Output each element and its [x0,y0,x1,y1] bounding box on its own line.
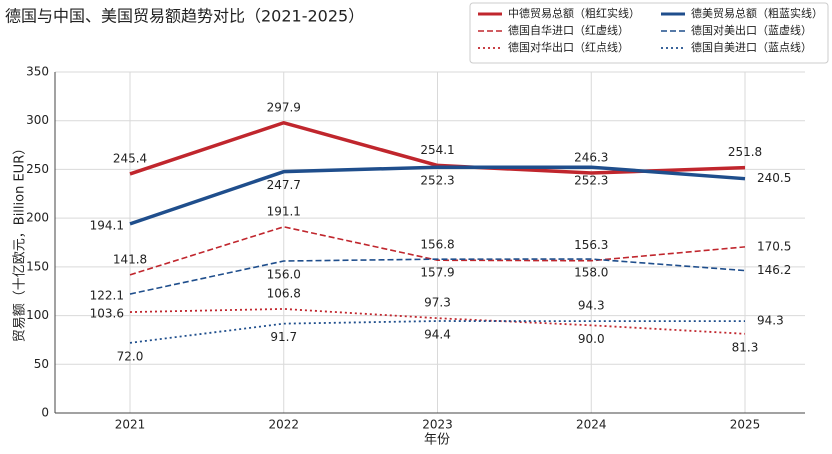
data-label: 252.3 [420,174,454,188]
x-tick-label: 2025 [730,418,761,432]
y-tick-label: 0 [41,406,49,420]
data-label: 146.2 [757,263,791,277]
legend-box [469,2,829,64]
x-tick-label: 2021 [115,418,146,432]
data-label: 156.3 [574,238,608,252]
series-line [129,226,746,276]
data-label: 94.3 [757,314,784,328]
data-label: 90.0 [578,332,605,346]
data-label: 251.8 [728,145,762,159]
data-label: 246.3 [574,151,608,165]
legend-label: 德国对华出口（红点线） [508,40,629,54]
data-label: 156.8 [420,238,454,252]
data-label: 97.3 [424,296,451,310]
data-label: 254.1 [420,143,454,157]
legend-label: 中德贸易总额（粗红实线） [508,6,640,20]
data-label: 247.7 [267,178,301,192]
y-tick-label: 150 [26,259,49,273]
legend-label: 德国自华进口（红虚线） [508,23,629,37]
data-label: 81.3 [732,340,759,354]
y-tick-label: 50 [34,357,49,371]
x-tick-label: 2023 [422,418,453,432]
data-label: 94.3 [578,299,605,313]
data-label: 252.3 [574,174,608,188]
data-label: 156.0 [267,268,301,282]
data-label: 191.1 [267,204,301,218]
y-tick-label: 300 [26,113,49,127]
data-label: 170.5 [757,239,791,253]
legend-label: 德国自美进口（蓝点线） [691,40,812,54]
data-label: 106.8 [267,286,301,300]
chart-title: 德国与中国、美国贸易额趋势对比（2021-2025） [5,7,364,26]
y-axis-label: 贸易额（十亿欧元，Billion EUR） [13,142,28,342]
data-label: 158.0 [574,266,608,280]
data-label: 72.0 [117,349,144,363]
data-label: 297.9 [267,100,301,114]
data-label: 103.6 [90,307,124,321]
legend-label: 德国对美出口（蓝虚线） [691,23,812,37]
data-label: 245.4 [113,151,147,165]
x-axis-label: 年份 [424,433,450,448]
series-line [129,258,746,295]
x-tick-label: 2024 [576,418,607,432]
data-label: 91.7 [270,330,297,344]
legend-label: 德美贸易总额（粗蓝实线） [691,6,823,20]
data-label: 141.8 [113,252,147,266]
y-tick-label: 350 [26,65,49,79]
y-tick-label: 100 [26,308,49,322]
data-label: 194.1 [90,218,124,232]
data-label: 240.5 [757,171,791,185]
series-line [129,165,746,226]
y-tick-label: 200 [26,211,49,225]
x-tick-label: 2022 [268,418,299,432]
y-tick-label: 250 [26,162,49,176]
data-label: 122.1 [90,289,124,303]
data-label: 94.4 [424,328,451,342]
data-label: 157.9 [420,266,454,280]
